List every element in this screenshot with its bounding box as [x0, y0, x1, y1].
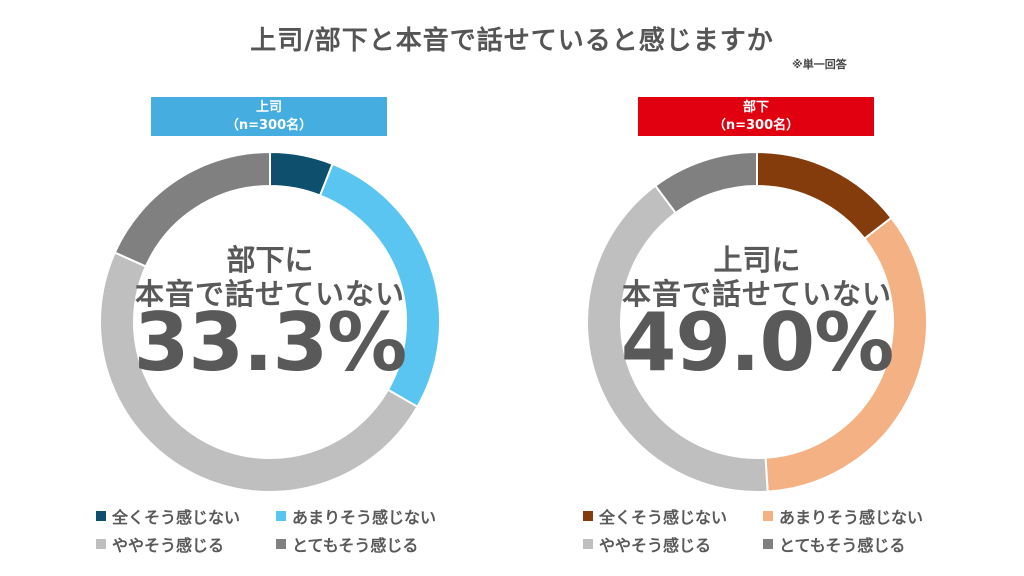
panel-subordinate: 部下 （n=300名） 上司に 本音で話せていない 49.0% 全くそう感じない… [501, 0, 1013, 576]
legend-label: とてもそう感じる [292, 536, 419, 555]
panel-sample-size: （n=300名） [712, 118, 800, 133]
legend-swatch [583, 511, 593, 521]
legend-item: とてもそう感じる [276, 533, 476, 555]
donut-segment-3 [99, 251, 419, 493]
donut-chart-subordinate [586, 150, 928, 493]
legend-label: 全くそう感じない [599, 508, 728, 527]
legend-item: 全くそう感じない [96, 505, 276, 527]
legend-item: とてもそう感じる [763, 533, 963, 555]
legend-item: あまりそう感じない [276, 505, 476, 527]
panel-sample-size: （n=300名） [225, 118, 313, 133]
panel-title: 上司 [255, 100, 282, 115]
chart-title: 上司/部下と本音で話せていると感じますか [250, 26, 774, 56]
center-percentage: 49.0% [620, 296, 895, 389]
legend-label: あまりそう感じない [779, 508, 924, 527]
center-label-line2: 本音で話せていない [134, 277, 405, 311]
legend-label: 全くそう感じない [112, 508, 241, 527]
center-label-line1: 部下に [226, 243, 314, 277]
legend-item: ややそう感じる [583, 533, 763, 555]
panel-boss: 上司 （n=300名） 部下に 本音で話せていない 33.3% 全くそう感じない… [14, 0, 526, 576]
legend-label: とてもそう感じる [779, 536, 906, 555]
legend-item: ややそう感じる [96, 533, 276, 555]
donut-segment-4 [113, 150, 271, 268]
donut-segment-3 [586, 184, 769, 493]
legend-swatch [583, 539, 593, 549]
donut-segment-4 [653, 150, 758, 215]
center-label-line1: 上司に [713, 243, 801, 277]
center-label-line2: 本音で話せていない [621, 277, 892, 311]
legend-swatch [763, 539, 773, 549]
panel-title: 部下 [742, 100, 769, 115]
legend-label: ややそう感じる [599, 536, 712, 555]
legend-swatch [96, 539, 106, 549]
legend-swatch [276, 539, 286, 549]
legend-item: あまりそう感じない [763, 505, 963, 527]
donut-chart-boss [99, 150, 441, 493]
panel-header-boss: 上司 （n=300名） [151, 97, 387, 136]
legend-label: ややそう感じる [112, 536, 225, 555]
center-percentage: 33.3% [133, 296, 408, 389]
legend-subordinate: 全くそう感じない あまりそう感じない ややそう感じる とてもそう感じる [583, 505, 963, 555]
legend-swatch [763, 511, 773, 521]
legend-item: 全くそう感じない [583, 505, 763, 527]
legend-label: あまりそう感じない [292, 508, 437, 527]
panel-header-subordinate: 部下 （n=300名） [638, 97, 874, 136]
legend-swatch [276, 511, 286, 521]
single-answer-note: ※単一回答 [792, 58, 847, 71]
legend-boss: 全くそう感じない あまりそう感じない ややそう感じる とてもそう感じる [96, 505, 476, 555]
donut-segment-1 [756, 150, 893, 241]
legend-swatch [96, 511, 106, 521]
